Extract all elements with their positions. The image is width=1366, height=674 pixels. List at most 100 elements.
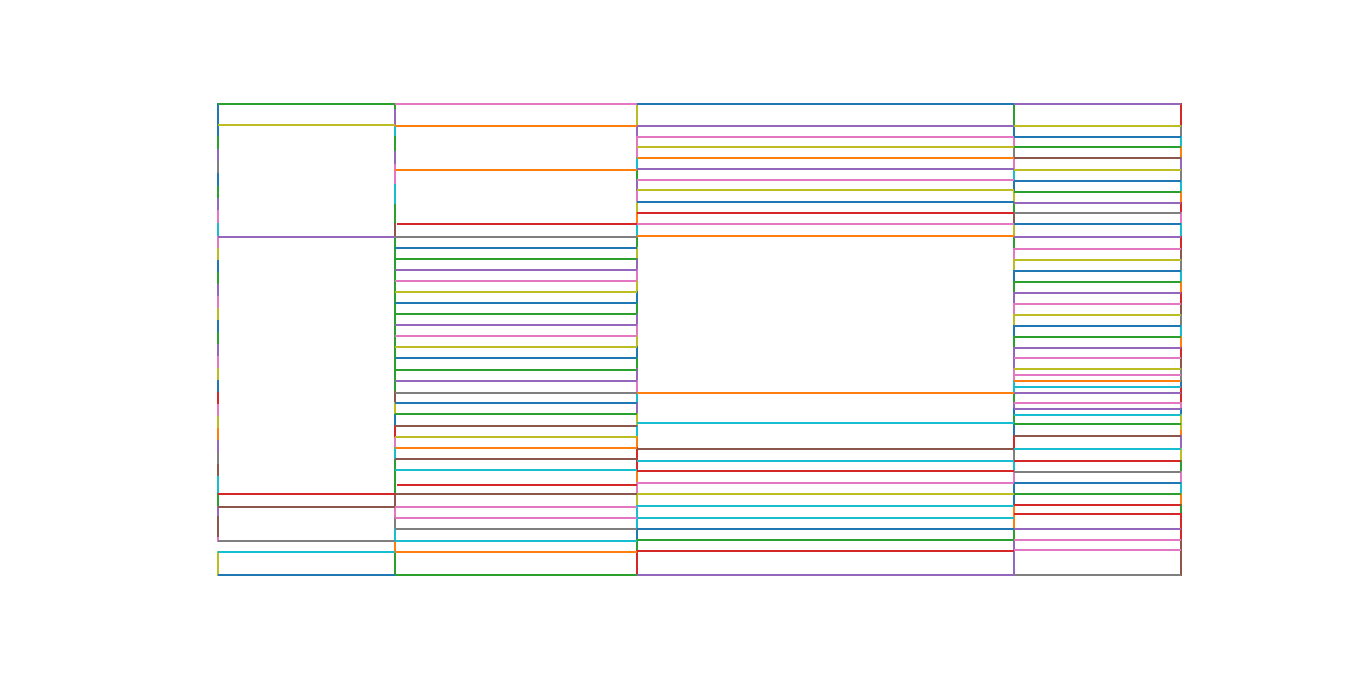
line-segment bbox=[395, 493, 637, 495]
step-connector-segment bbox=[1180, 135, 1182, 148]
step-connector-segment bbox=[1180, 470, 1182, 484]
step-connector-segment bbox=[1180, 459, 1182, 473]
line-segment bbox=[218, 539, 395, 542]
step-connector-segment bbox=[1180, 212, 1182, 225]
step-connector-segment bbox=[636, 335, 638, 348]
line-segment bbox=[395, 313, 637, 315]
step-connector-segment bbox=[636, 413, 638, 427]
step-connector-segment bbox=[636, 291, 638, 304]
step-connector-segment bbox=[1013, 368, 1015, 376]
line-segment bbox=[637, 222, 1014, 225]
step-connector-segment bbox=[1013, 493, 1015, 507]
line-segment bbox=[395, 539, 637, 542]
step-connector-segment bbox=[217, 186, 219, 200]
line-segment bbox=[395, 425, 637, 427]
step-connector-segment bbox=[1013, 136, 1015, 148]
step-connector-segment bbox=[1180, 380, 1182, 388]
line-segment bbox=[218, 574, 395, 576]
line-segment bbox=[637, 157, 1014, 159]
line-segment bbox=[1014, 201, 1181, 204]
step-connector-segment bbox=[1013, 169, 1015, 182]
line-segment bbox=[395, 413, 637, 415]
step-connector-segment bbox=[394, 391, 396, 404]
step-connector-segment bbox=[636, 157, 638, 171]
line-segment bbox=[1014, 124, 1181, 127]
step-connector-segment bbox=[1180, 169, 1182, 182]
line-segment bbox=[218, 550, 395, 553]
step-connector-segment bbox=[217, 493, 219, 508]
step-connector-segment bbox=[1180, 248, 1182, 261]
line-segment bbox=[637, 189, 1014, 191]
line-segment bbox=[637, 459, 1014, 462]
line-segment bbox=[395, 124, 637, 127]
line-segment bbox=[395, 236, 637, 238]
line-segment bbox=[395, 247, 637, 249]
step-connector-segment bbox=[636, 516, 638, 530]
step-connector-segment bbox=[1013, 212, 1015, 225]
step-connector-segment bbox=[1180, 303, 1182, 316]
line-segment bbox=[1014, 538, 1181, 541]
step-connector-segment bbox=[217, 210, 219, 225]
step-connector-segment bbox=[1013, 190, 1015, 204]
step-connector-segment bbox=[636, 493, 638, 507]
step-connector-segment bbox=[1180, 270, 1182, 283]
step-connector-segment bbox=[636, 346, 638, 359]
line-segment bbox=[637, 168, 1014, 170]
line-segment bbox=[395, 357, 637, 359]
line-segment bbox=[1014, 527, 1181, 530]
step-connector-segment bbox=[1013, 408, 1015, 416]
step-connector-segment bbox=[636, 247, 638, 260]
step-connector-segment bbox=[217, 296, 219, 310]
line-segment bbox=[637, 178, 1014, 181]
step-connector-segment bbox=[1180, 156, 1182, 171]
step-connector-segment bbox=[1180, 374, 1182, 382]
step-connector-segment bbox=[1013, 392, 1015, 404]
step-connector-segment bbox=[217, 392, 219, 406]
line-segment bbox=[395, 391, 637, 394]
line-segment bbox=[1014, 493, 1181, 495]
line-segment bbox=[395, 291, 637, 293]
step-connector-segment bbox=[1013, 248, 1015, 261]
step-connector-segment bbox=[394, 447, 396, 461]
line-segment bbox=[637, 493, 1014, 495]
step-connector-segment bbox=[1180, 386, 1182, 394]
step-connector-segment bbox=[636, 135, 638, 148]
step-connector-segment bbox=[1180, 481, 1182, 495]
step-connector-segment bbox=[636, 391, 638, 404]
step-connector-segment bbox=[1180, 201, 1182, 214]
step-connector-segment bbox=[394, 505, 396, 519]
step-connector-segment bbox=[217, 223, 219, 238]
step-connector-segment bbox=[1180, 538, 1182, 576]
line-segment bbox=[1014, 102, 1181, 105]
step-connector-segment bbox=[636, 380, 638, 394]
step-connector-segment bbox=[217, 404, 219, 418]
line-segment bbox=[1014, 281, 1181, 283]
line-segment bbox=[637, 235, 1014, 237]
line-segment bbox=[1014, 146, 1181, 148]
line-segment bbox=[395, 258, 637, 260]
line-segment bbox=[637, 574, 1014, 576]
step-connector-segment bbox=[636, 481, 638, 495]
step-connector-segment bbox=[1180, 392, 1182, 404]
step-connector-segment bbox=[1013, 550, 1015, 576]
line-segment bbox=[1014, 368, 1181, 370]
step-connector-segment bbox=[1013, 157, 1015, 171]
step-connector-segment bbox=[1180, 408, 1182, 416]
step-connector-segment bbox=[217, 368, 219, 382]
step-connector-segment bbox=[217, 320, 219, 334]
step-connector-segment bbox=[1013, 380, 1015, 388]
step-connector-segment bbox=[636, 102, 638, 127]
line-segment bbox=[637, 135, 1014, 138]
line-segment bbox=[1014, 248, 1181, 250]
step-connector-segment bbox=[1013, 447, 1015, 462]
step-connector-segment bbox=[1180, 422, 1182, 432]
line-segment bbox=[637, 528, 1014, 530]
step-connector-segment bbox=[394, 459, 396, 495]
line-segment bbox=[395, 528, 637, 530]
step-connector-segment bbox=[394, 493, 396, 508]
line-segment bbox=[1014, 314, 1181, 316]
line-segment bbox=[1014, 503, 1181, 506]
line-segment bbox=[637, 447, 1014, 450]
step-connector-segment bbox=[636, 212, 638, 225]
step-connector-segment bbox=[394, 124, 396, 138]
